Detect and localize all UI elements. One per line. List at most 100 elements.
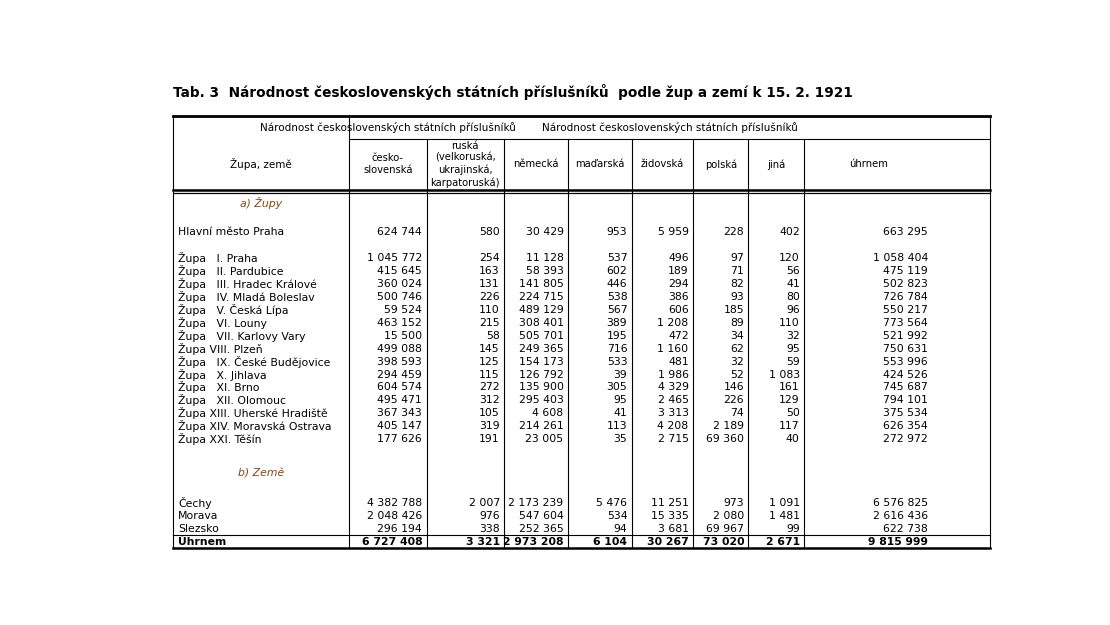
Text: 59 524: 59 524 <box>384 305 422 315</box>
Text: česko-
slovenská: česko- slovenská <box>363 153 413 175</box>
Text: 62: 62 <box>730 344 744 354</box>
Text: židovská: židovská <box>640 159 684 169</box>
Text: 1 045 772: 1 045 772 <box>367 254 422 264</box>
Text: 5 959: 5 959 <box>657 227 688 237</box>
Text: 30 429: 30 429 <box>525 227 564 237</box>
Text: 1 481: 1 481 <box>769 511 800 521</box>
Text: 773 564: 773 564 <box>884 318 928 328</box>
Text: 4 329: 4 329 <box>657 382 688 392</box>
Text: 2 007: 2 007 <box>468 498 500 508</box>
Text: 163: 163 <box>480 266 500 276</box>
Text: 69 967: 69 967 <box>706 524 744 534</box>
Text: 2 671: 2 671 <box>766 537 800 547</box>
Text: Národnost československých státních příslušníků: Národnost československých státních přís… <box>260 122 516 133</box>
Text: 1 058 404: 1 058 404 <box>872 254 928 264</box>
Text: 32: 32 <box>730 357 744 367</box>
Text: 472: 472 <box>668 331 688 341</box>
Text: 89: 89 <box>730 318 744 328</box>
Text: 312: 312 <box>480 396 500 406</box>
Text: 295 403: 295 403 <box>518 396 564 406</box>
Text: 30 267: 30 267 <box>647 537 688 547</box>
Text: 93: 93 <box>730 292 744 302</box>
Text: 228: 228 <box>724 227 744 237</box>
Text: 538: 538 <box>607 292 627 302</box>
Text: 495 471: 495 471 <box>377 396 422 406</box>
Text: 375 534: 375 534 <box>884 408 928 418</box>
Text: 1 083: 1 083 <box>768 369 800 379</box>
Text: 69 360: 69 360 <box>706 434 744 444</box>
Text: 534: 534 <box>607 511 627 521</box>
Text: 226: 226 <box>724 396 744 406</box>
Text: Župa   VII. Karlovy Vary: Župa VII. Karlovy Vary <box>179 330 306 342</box>
Text: 272 972: 272 972 <box>884 434 928 444</box>
Text: 59: 59 <box>786 357 800 367</box>
Text: 9 815 999: 9 815 999 <box>868 537 928 547</box>
Text: 2 465: 2 465 <box>657 396 688 406</box>
Text: 154 173: 154 173 <box>518 357 564 367</box>
Text: jiná: jiná <box>767 159 786 169</box>
Text: 4 208: 4 208 <box>657 421 688 431</box>
Text: Župa   V. Česká Lípa: Župa V. Česká Lípa <box>179 304 289 316</box>
Text: 32: 32 <box>786 331 800 341</box>
Text: úhrnem: úhrnem <box>849 159 888 169</box>
Text: 161: 161 <box>779 382 800 392</box>
Text: 131: 131 <box>480 279 500 289</box>
Text: 745 687: 745 687 <box>884 382 928 392</box>
Text: 115: 115 <box>480 369 500 379</box>
Text: 50: 50 <box>786 408 800 418</box>
Text: Župa XIV. Moravská Ostrava: Župa XIV. Moravská Ostrava <box>179 420 332 432</box>
Text: Župa, země: Župa, země <box>230 158 292 170</box>
Text: 976: 976 <box>480 511 500 521</box>
Text: 604 574: 604 574 <box>377 382 422 392</box>
Text: b) Země: b) Země <box>238 468 284 478</box>
Text: 602: 602 <box>606 266 627 276</box>
Text: 191: 191 <box>480 434 500 444</box>
Text: 95: 95 <box>614 396 627 406</box>
Text: 215: 215 <box>480 318 500 328</box>
Text: 105: 105 <box>480 408 500 418</box>
Text: 502 823: 502 823 <box>884 279 928 289</box>
Text: Župa   IV. Mladá Boleslav: Župa IV. Mladá Boleslav <box>179 291 315 303</box>
Text: 5 476: 5 476 <box>596 498 627 508</box>
Text: Župa XXI. Těšín: Župa XXI. Těšín <box>179 433 262 445</box>
Text: 2 048 426: 2 048 426 <box>367 511 422 521</box>
Text: 189: 189 <box>668 266 688 276</box>
Text: Župa VIII. Plzeň: Župa VIII. Plzeň <box>179 342 263 355</box>
Text: 294 459: 294 459 <box>377 369 422 379</box>
Text: 3 681: 3 681 <box>657 524 688 534</box>
Text: 40: 40 <box>786 434 800 444</box>
Text: 2 080: 2 080 <box>713 511 744 521</box>
Text: 716: 716 <box>607 344 627 354</box>
Text: 499 088: 499 088 <box>377 344 422 354</box>
Text: 23 005: 23 005 <box>525 434 564 444</box>
Text: 11 128: 11 128 <box>526 254 564 264</box>
Text: 94: 94 <box>614 524 627 534</box>
Text: 475 119: 475 119 <box>884 266 928 276</box>
Text: 505 701: 505 701 <box>518 331 564 341</box>
Text: 496: 496 <box>668 254 688 264</box>
Text: 58: 58 <box>486 331 500 341</box>
Text: 1 986: 1 986 <box>657 369 688 379</box>
Text: Slezsko: Slezsko <box>179 524 219 534</box>
Text: 550 217: 550 217 <box>884 305 928 315</box>
Text: 2 189: 2 189 <box>714 421 744 431</box>
Text: 272: 272 <box>480 382 500 392</box>
Text: 71: 71 <box>730 266 744 276</box>
Text: 463 152: 463 152 <box>377 318 422 328</box>
Text: 185: 185 <box>724 305 744 315</box>
Text: 446: 446 <box>607 279 627 289</box>
Text: Morava: Morava <box>179 511 219 521</box>
Text: 4 608: 4 608 <box>533 408 564 418</box>
Text: 1 208: 1 208 <box>657 318 688 328</box>
Text: 481: 481 <box>668 357 688 367</box>
Text: 626 354: 626 354 <box>884 421 928 431</box>
Text: Hlavní město Praha: Hlavní město Praha <box>179 227 284 237</box>
Text: 624 744: 624 744 <box>377 227 422 237</box>
Text: 96: 96 <box>786 305 800 315</box>
Text: 120: 120 <box>779 254 800 264</box>
Text: 73 020: 73 020 <box>703 537 744 547</box>
Text: 82: 82 <box>730 279 744 289</box>
Text: 402: 402 <box>779 227 800 237</box>
Text: 15 500: 15 500 <box>384 331 422 341</box>
Text: 177 626: 177 626 <box>377 434 422 444</box>
